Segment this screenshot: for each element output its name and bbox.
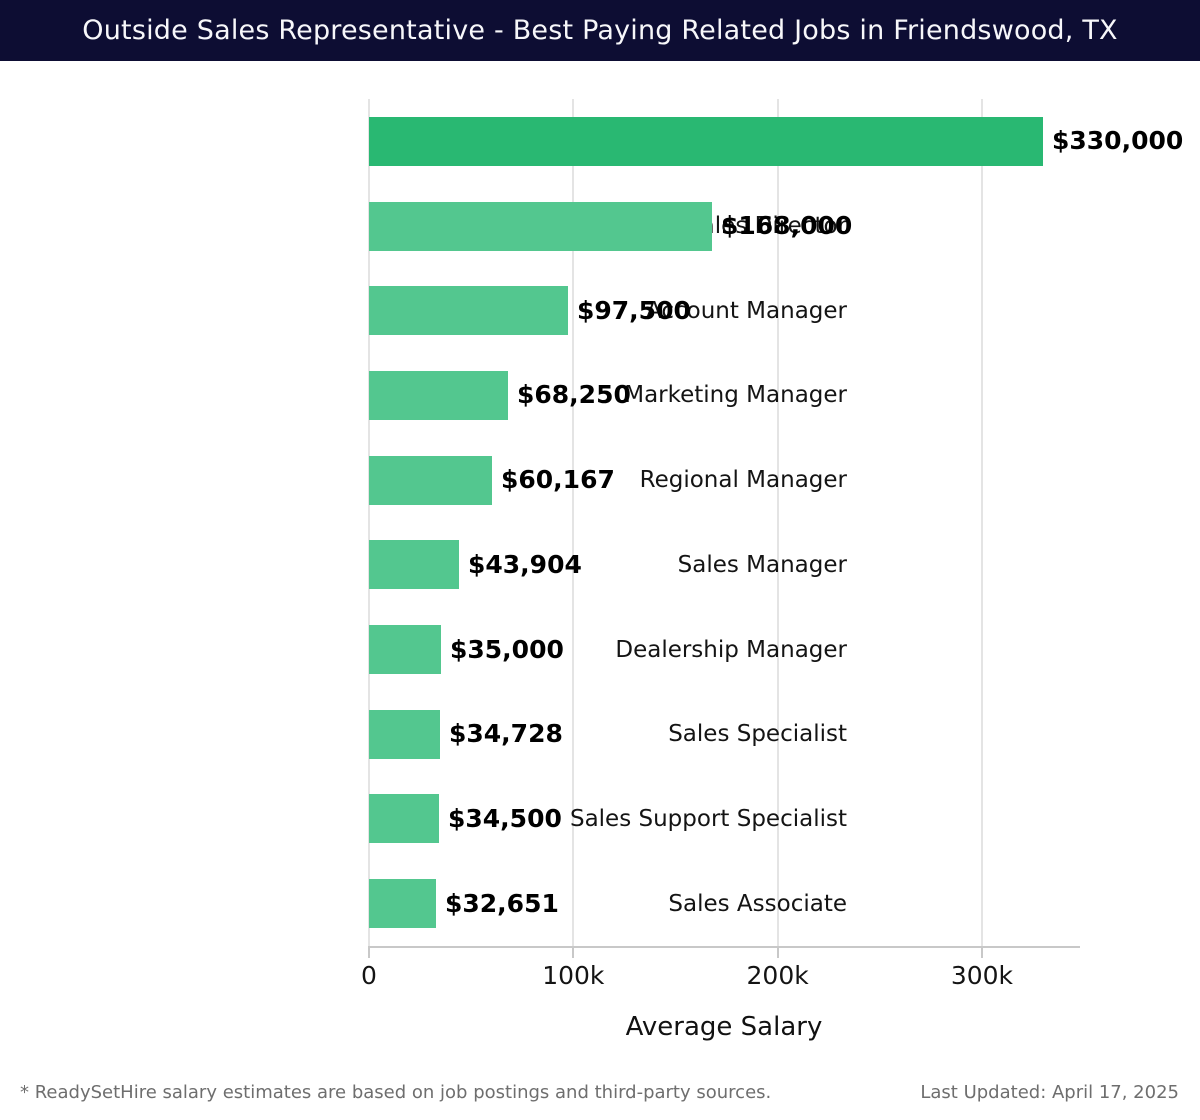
value-label: $68,250 bbox=[517, 380, 631, 410]
value-label: $32,651 bbox=[445, 888, 559, 918]
gridline bbox=[980, 99, 983, 946]
x-axis-tick bbox=[368, 946, 370, 958]
bar bbox=[369, 456, 492, 505]
value-label: $60,167 bbox=[501, 465, 615, 495]
footer-disclaimer: * ReadySetHire salary estimates are base… bbox=[20, 1082, 772, 1103]
x-tick-label: 0 bbox=[361, 961, 377, 990]
gridline bbox=[776, 99, 779, 946]
gridline bbox=[368, 99, 370, 946]
bar bbox=[369, 202, 712, 251]
value-label: $330,000 bbox=[1052, 126, 1184, 156]
x-tick-label: 200k bbox=[746, 961, 809, 990]
x-axis-tick bbox=[572, 946, 575, 958]
chart-title: Outside Sales Representative - Best Payi… bbox=[82, 15, 1118, 46]
value-label: $168,000 bbox=[721, 210, 853, 240]
category-label: Sales Specialist bbox=[668, 721, 847, 748]
category-label: Sales Manager bbox=[677, 551, 847, 578]
x-axis-title: Average Salary bbox=[625, 1012, 823, 1042]
bar bbox=[369, 117, 1043, 166]
category-label: Dealership Manager bbox=[615, 636, 847, 663]
bar bbox=[369, 286, 568, 335]
x-axis-line bbox=[369, 946, 1080, 948]
category-label: Sales Director bbox=[686, 213, 847, 240]
category-label: Marketing Manager bbox=[624, 382, 847, 409]
bar bbox=[369, 625, 441, 674]
category-label: Regional Manager bbox=[639, 467, 847, 494]
x-tick-label: 300k bbox=[950, 961, 1014, 990]
x-axis-tick bbox=[980, 946, 983, 958]
bar bbox=[369, 371, 508, 420]
x-tick-label: 100k bbox=[542, 961, 605, 990]
footer-last-updated: Last Updated: April 17, 2025 bbox=[920, 1082, 1179, 1103]
value-label: $34,500 bbox=[448, 803, 562, 833]
gridline bbox=[572, 99, 575, 946]
value-label: $97,500 bbox=[577, 295, 691, 325]
value-label: $34,728 bbox=[449, 719, 563, 749]
category-label: Sales Support Specialist bbox=[569, 805, 847, 832]
bar bbox=[369, 879, 436, 928]
bar bbox=[369, 540, 459, 589]
bar bbox=[369, 710, 440, 759]
category-label: Account Manager bbox=[646, 297, 847, 324]
x-axis-tick bbox=[776, 946, 779, 958]
category-label: Sales Associate bbox=[668, 890, 847, 917]
value-label: $35,000 bbox=[450, 634, 564, 664]
bar bbox=[369, 794, 439, 843]
value-label: $43,904 bbox=[468, 549, 582, 579]
chart-title-bar: Outside Sales Representative - Best Payi… bbox=[0, 0, 1200, 61]
